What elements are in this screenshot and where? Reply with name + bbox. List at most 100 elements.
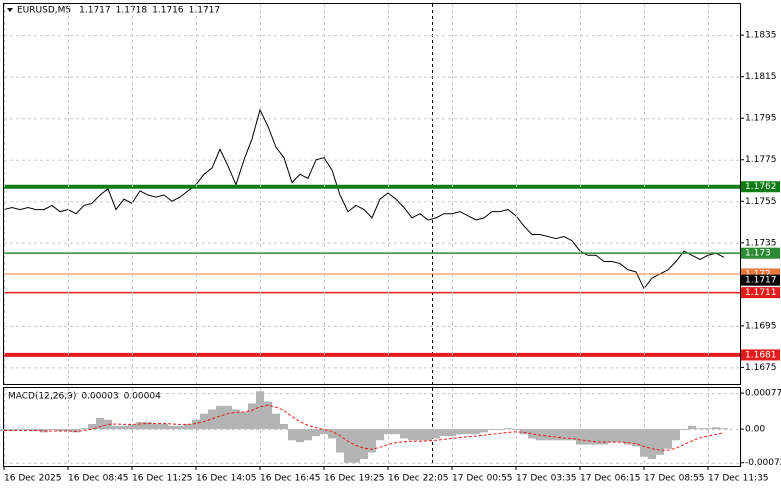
x-tick-label: 17 Dec 06:15	[580, 474, 641, 484]
level-label-box	[741, 181, 780, 193]
x-tick-label: 16 Dec 14:05	[196, 474, 257, 484]
macd-bar	[152, 423, 160, 430]
macd-bar	[472, 429, 480, 435]
macd-bar	[280, 423, 288, 430]
macd-bar	[288, 429, 296, 441]
macd-bar	[632, 429, 640, 447]
x-tick-label: 16 Dec 11:25	[132, 474, 193, 484]
macd-bar	[48, 429, 56, 431]
macd-bar	[392, 429, 400, 435]
macd-bar	[88, 423, 96, 430]
macd-bar	[552, 429, 560, 441]
macd-bar	[664, 429, 672, 449]
macd-bar	[424, 429, 432, 441]
macd-bar	[112, 425, 120, 430]
macd-bar	[680, 429, 688, 431]
x-tick-label: 17 Dec 11:35	[708, 474, 769, 484]
macd-bar	[24, 429, 32, 431]
current-price-label: 1.1717	[745, 276, 777, 286]
macd-bar	[216, 405, 224, 430]
macd-frame	[3, 387, 741, 467]
header: EURUSD,M5	[17, 6, 71, 16]
x-tick-label: 17 Dec 00:55	[452, 474, 513, 484]
macd-bar	[248, 403, 256, 430]
y-tick-label: 1.1775	[745, 155, 777, 165]
y-tick-label: 1.1795	[745, 114, 777, 124]
macd-bar	[592, 429, 600, 445]
macd-bar	[376, 429, 384, 441]
macd-bar	[520, 429, 528, 435]
macd-bar	[120, 425, 128, 430]
macd-bar	[312, 429, 320, 437]
level-label: 1.173	[745, 249, 771, 259]
x-tick-label: 17 Dec 03:35	[516, 474, 577, 484]
symbol-title: EURUSD,M5	[17, 6, 71, 16]
macd-bar	[304, 429, 312, 441]
y-tick-label: 0.00	[745, 425, 765, 435]
macd-bar	[320, 429, 328, 435]
macd-bar	[696, 428, 704, 430]
macd-bar	[360, 429, 368, 459]
macd-bar	[560, 429, 568, 441]
level-label-box	[741, 287, 780, 299]
readout-value: 1.1717	[79, 6, 111, 16]
macd-bar	[176, 425, 184, 430]
macd-bar	[640, 429, 648, 457]
macd-bar	[616, 429, 624, 443]
macd-bar	[568, 429, 576, 441]
signal-line	[4, 404, 725, 451]
y-tick-label: 1.1815	[745, 72, 777, 82]
macd-bar	[296, 429, 304, 443]
macd-bar	[432, 429, 440, 439]
macd-bar	[160, 423, 168, 430]
macd-bar	[240, 411, 248, 430]
level-label-box	[741, 247, 780, 259]
level-label: 1.1762	[745, 182, 777, 192]
macd-bar	[16, 429, 24, 431]
macd-bar	[704, 428, 712, 430]
macd-bar	[168, 425, 176, 430]
macd-bar	[488, 429, 496, 431]
macd-bar	[480, 429, 488, 433]
readout-value: 1.1718	[116, 6, 148, 16]
macd-bar	[368, 429, 376, 453]
level-label-box	[741, 349, 780, 361]
macd-bar	[672, 429, 680, 441]
macd-bar	[464, 429, 472, 435]
price-line	[3, 108, 725, 290]
macd-bar	[496, 429, 504, 431]
macd-bar	[344, 429, 352, 463]
macd-bar	[80, 428, 88, 430]
macd-bar	[336, 429, 344, 453]
macd-bar	[96, 417, 104, 430]
macd-bar	[624, 429, 632, 445]
macd-bar	[448, 429, 456, 437]
y-tick-label: 1.1755	[745, 197, 777, 207]
macd-bar	[104, 419, 112, 430]
macd-bar	[264, 401, 272, 430]
macd-bar	[416, 429, 424, 441]
y-tick-label: -0.00072	[745, 458, 781, 468]
y-tick-label: 1.1835	[745, 31, 777, 41]
current-price-box	[741, 274, 780, 286]
macd-bar	[256, 391, 264, 430]
x-tick-label: 16 Dec 2025	[4, 474, 62, 484]
x-tick-label: 16 Dec 19:25	[324, 474, 385, 484]
macd-bar	[656, 429, 664, 455]
readout-value: 1.1717	[189, 6, 221, 16]
y-tick-label: 1.1695	[745, 321, 777, 331]
x-tick-label: 16 Dec 08:45	[68, 474, 129, 484]
level-label-box	[741, 268, 780, 280]
macd-bar	[400, 429, 408, 439]
main-frame	[3, 3, 741, 385]
macd-bar	[328, 429, 336, 439]
macd-bar	[232, 409, 240, 430]
macd-bar	[528, 429, 536, 439]
level-label: 1.1681	[745, 350, 777, 360]
x-tick-label: 17 Dec 08:55	[644, 474, 705, 484]
y-tick-label: 1.1735	[745, 238, 777, 248]
macd-bar	[384, 429, 392, 435]
macd-bar	[136, 422, 144, 430]
macd-bar	[600, 429, 608, 445]
